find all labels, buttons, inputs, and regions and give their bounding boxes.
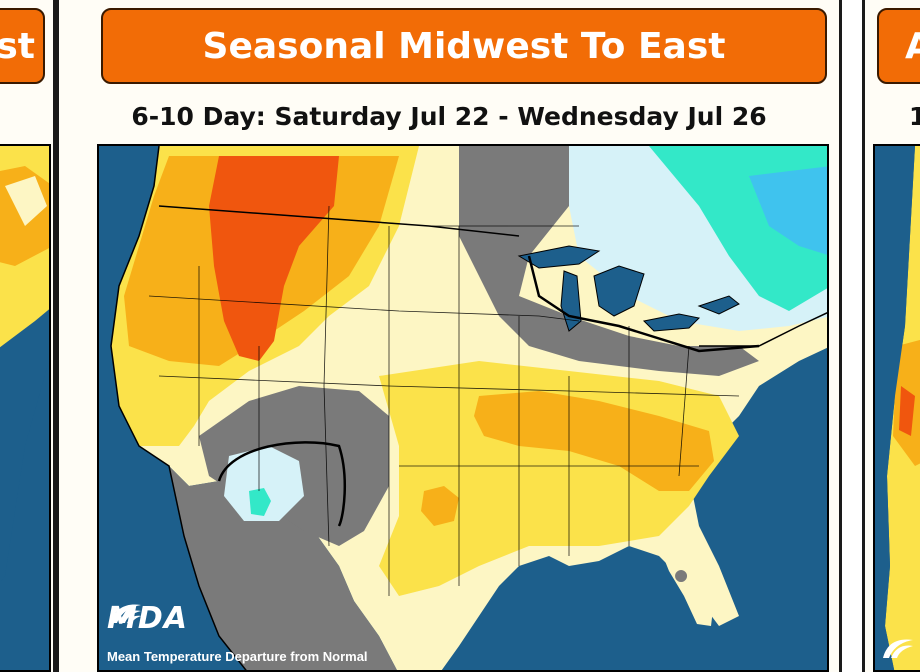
main-panel-title-text: Seasonal Midwest To East [202,25,726,67]
left-panel-title[interactable]: st [0,8,45,84]
mda-swoosh-icon [883,639,913,658]
main-panel-title[interactable]: Seasonal Midwest To East [101,8,827,84]
right-panel-map [873,144,920,672]
florida-peninsula [659,541,714,626]
texas-warm-blob [421,486,459,526]
southwest-cool-light-blue [224,446,304,521]
mda-brand-text: MDA [107,601,188,636]
left-panel-map [0,144,51,672]
right-panel-subtitle: 1 [909,102,920,136]
canada-border [158,205,827,347]
anomaly-contours [217,255,760,527]
us-temperature-map-graphic [110,146,827,670]
map-caption: Mean Temperature Departure from Normal [107,649,368,664]
temperature-departure-map: MDA Mean Temperature Departure from Norm… [97,144,829,672]
mda-brand-logo: MDA [107,601,188,636]
mda-swoosh-icon [111,604,141,623]
northwest-hot-region [209,156,339,361]
main-panel-subtitle: 6-10 Day: Saturday Jul 22 - Wednesday Ju… [131,102,767,131]
florida-gray-spot [675,570,688,582]
great-lakes [517,245,740,332]
right-map-panel: A 1 [862,0,920,672]
southwest-cool-aqua [249,488,271,516]
central-north-gray [459,146,759,376]
left-panel-map-graphic [0,146,49,670]
northeast-cool-sky-blue [749,166,827,255]
state-boundaries [148,205,740,596]
right-panel-title[interactable]: A [877,8,920,84]
left-map-panel: st [0,0,56,672]
main-map-panel: Seasonal Midwest To East 6-10 Day: Satur… [56,0,842,672]
right-panel-map-graphic [875,146,920,670]
left-panel-title-text: st [0,25,35,67]
mexico-gray-region [169,466,397,670]
right-panel-title-text: A [905,26,920,67]
coastline [110,146,247,670]
